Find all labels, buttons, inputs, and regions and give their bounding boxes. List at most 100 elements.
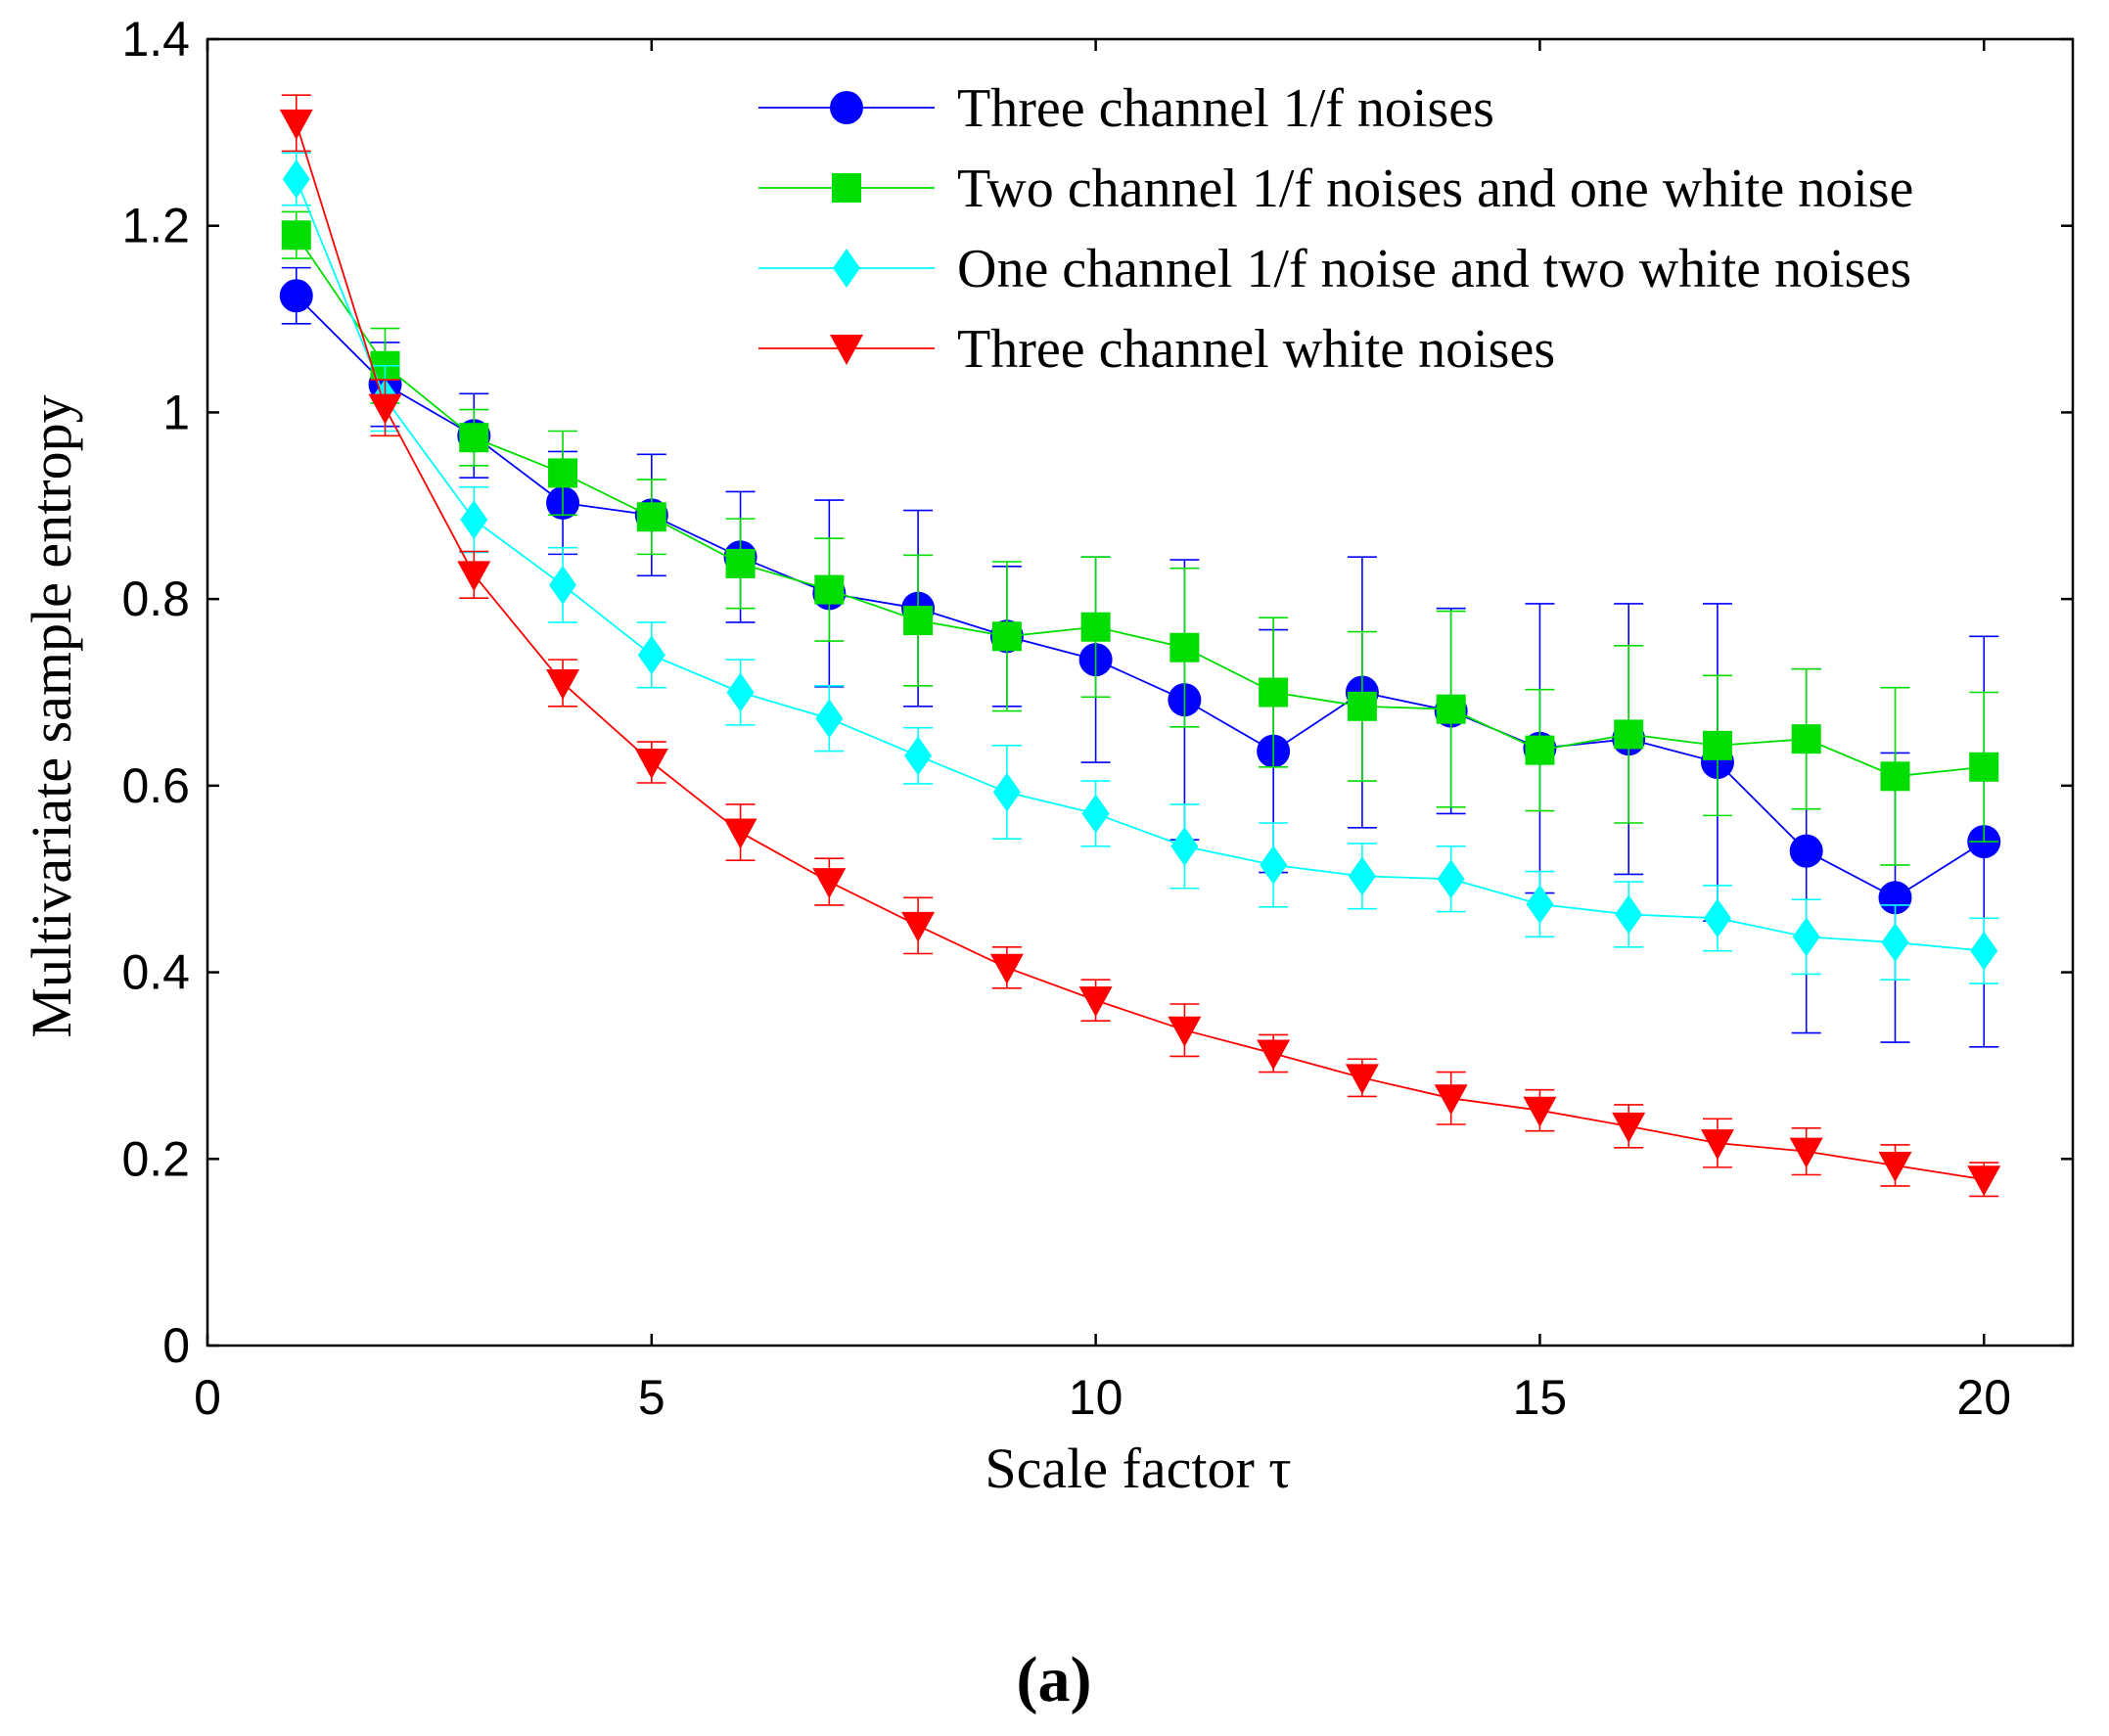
legend-marker [830, 335, 863, 365]
legend-marker [833, 249, 860, 288]
data-point [1878, 881, 1912, 915]
series-line [296, 234, 1985, 778]
y-axis-title: Multivariate sample entropy [20, 394, 83, 1037]
legend: Three channel 1/f noises Two channel 1/f … [758, 78, 1913, 380]
data-point [1168, 1016, 1202, 1047]
data-point [814, 574, 845, 605]
data-point [1169, 632, 1200, 662]
data-point [1792, 917, 1820, 957]
data-point [460, 500, 488, 540]
data-point [634, 749, 668, 780]
data-point [548, 458, 578, 488]
data-point [279, 279, 313, 313]
data-point [1260, 845, 1288, 885]
data-point [1789, 1137, 1823, 1168]
data-point [989, 953, 1024, 984]
series-3 [281, 152, 1999, 984]
data-point [1967, 1165, 2001, 1197]
data-point [457, 561, 491, 592]
data-point [1345, 1064, 1379, 1095]
data-point [1789, 834, 1823, 868]
y-tick-label: 0.4 [121, 945, 190, 1000]
figure-caption: (a) [1017, 1644, 1092, 1715]
data-point [904, 736, 933, 776]
x-tick-label: 15 [1513, 1370, 1568, 1425]
data-point [725, 548, 756, 578]
data-point [1614, 719, 1644, 750]
y-tick-labels: 0 0.2 0.4 0.6 0.8 1 1.2 1.4 [121, 12, 190, 1373]
data-point [1878, 1151, 1912, 1182]
x-tick-label: 10 [1069, 1370, 1123, 1425]
data-point [992, 772, 1021, 812]
data-point [1970, 931, 1998, 971]
data-point [1436, 694, 1466, 724]
y-tick-label: 0.2 [121, 1131, 190, 1186]
series-line [295, 122, 1985, 1181]
data-point [1259, 677, 1289, 708]
data-point [726, 672, 755, 712]
data-point [1347, 691, 1377, 721]
data-point [1969, 752, 1999, 782]
data-point [637, 635, 665, 675]
y-tick-label: 0.8 [121, 571, 190, 626]
plot-frame [206, 37, 2075, 1348]
y-tick-label: 0.6 [121, 758, 190, 813]
data-point [1078, 986, 1113, 1018]
legend-label: Two channel 1/f noises and one white noi… [957, 159, 1913, 219]
series-1 [279, 266, 2001, 1048]
data-point [1257, 1039, 1291, 1071]
data-point [901, 911, 936, 942]
y-tick-label: 1.4 [121, 12, 190, 67]
data-point [1170, 826, 1199, 866]
data-point [1700, 1129, 1734, 1161]
data-point [903, 606, 934, 636]
data-point [1612, 1112, 1646, 1143]
data-point [991, 621, 1022, 652]
data-point [1703, 898, 1731, 938]
data-point [723, 818, 757, 849]
data-point [1525, 735, 1555, 765]
legend-label: Three channel 1/f noises [957, 78, 1494, 139]
data-point [1348, 856, 1376, 896]
data-point [1523, 1096, 1557, 1127]
data-point [1881, 923, 1909, 963]
data-point [1434, 1084, 1468, 1116]
x-tick-label: 0 [194, 1370, 221, 1425]
y-tick-label: 1.2 [121, 199, 190, 253]
data-point [279, 109, 313, 140]
axes-box [206, 37, 2075, 1348]
data-point [1080, 612, 1111, 642]
data-point [1791, 724, 1821, 754]
y-tick-label: 0 [162, 1318, 190, 1373]
data-point [281, 220, 311, 251]
series-line [295, 178, 1985, 952]
data-point [1437, 859, 1465, 899]
axis-ticks [206, 37, 2073, 1348]
series-4 [279, 94, 2001, 1198]
data-point [368, 393, 402, 425]
data-point [546, 668, 580, 700]
legend-label: One channel 1/f noise and two white nois… [957, 239, 1911, 299]
data-point [549, 565, 577, 605]
data-point [1526, 884, 1554, 924]
data-point [1615, 894, 1643, 935]
data-point [1702, 730, 1732, 760]
data-point [1081, 794, 1110, 834]
legend-label: Three channel white noises [957, 319, 1555, 380]
series-2 [281, 210, 1999, 866]
series-layer [279, 94, 2001, 1198]
data-point [815, 699, 844, 739]
x-tick-labels: 0 5 10 15 20 [194, 1370, 2011, 1425]
x-tick-label: 5 [638, 1370, 665, 1425]
legend-marker [830, 91, 863, 124]
series-line [296, 295, 1985, 899]
x-axis-title: Scale factor τ [985, 1437, 1291, 1500]
data-point [636, 502, 666, 532]
data-point [282, 160, 310, 200]
legend-marker [832, 173, 861, 203]
data-point [459, 423, 489, 453]
y-tick-label: 1 [162, 385, 190, 439]
x-tick-label: 20 [1956, 1370, 2011, 1425]
data-point [1880, 761, 1910, 792]
